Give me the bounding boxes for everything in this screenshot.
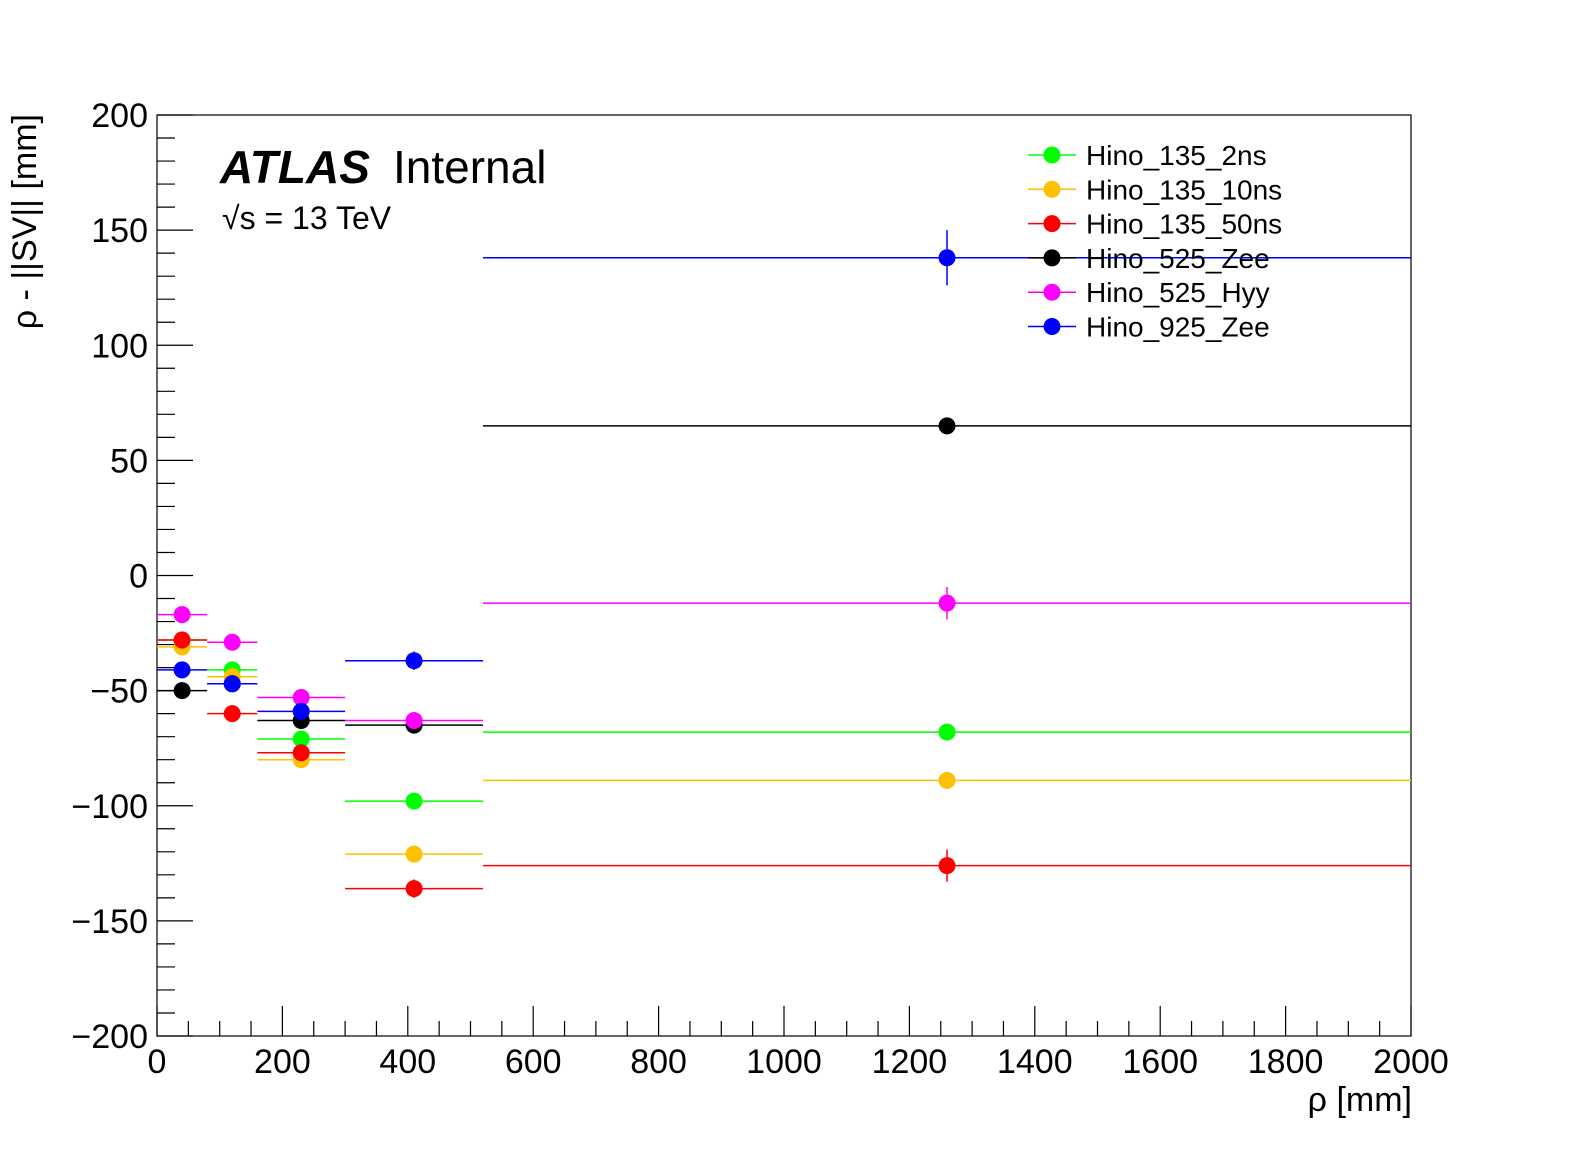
data-point — [405, 880, 423, 898]
data-point — [405, 652, 423, 670]
legend-label: Hino_925_Zee — [1086, 312, 1270, 343]
x-tick-label: 600 — [505, 1043, 562, 1081]
y-tick-label: −200 — [71, 1018, 148, 1056]
x-tick-label: 1800 — [1248, 1043, 1324, 1081]
legend-entry: Hino_925_Zee — [1028, 312, 1270, 343]
legend-marker — [1043, 215, 1061, 233]
legend-marker — [1043, 146, 1061, 164]
data-point — [938, 417, 956, 435]
series-Hino_925_Zee — [157, 230, 1411, 720]
y-tick-label: 0 — [129, 558, 148, 596]
data-point — [223, 705, 241, 723]
legend-label: Hino_135_50ns — [1086, 209, 1282, 240]
atlas-label: ATLAS — [219, 141, 370, 193]
axis-ticks — [156, 114, 1412, 1037]
data-point — [292, 702, 310, 720]
y-tick-label: −150 — [71, 903, 148, 941]
data-point — [223, 633, 241, 651]
legend-label: Hino_525_Hyy — [1086, 277, 1270, 308]
y-axis-title: ρ - ||SV|| [mm] — [6, 114, 44, 329]
data-point — [292, 744, 310, 762]
legend-label: Hino_525_Zee — [1086, 243, 1270, 274]
legend-entry: Hino_135_50ns — [1028, 209, 1282, 240]
y-tick-labels: 200 150 100 50 0 −50 −100 −150 −200 — [71, 97, 148, 1056]
data-point — [405, 845, 423, 863]
y-tick-label: 100 — [91, 327, 148, 365]
x-axis-title: ρ [mm] — [1308, 1081, 1412, 1119]
internal-label: Internal — [393, 141, 546, 193]
legend-entry: Hino_135_10ns — [1028, 174, 1282, 205]
series-Hino_135_50ns — [157, 631, 1411, 898]
energy-label: √s = 13 TeV — [222, 200, 392, 236]
legend-entry: Hino_525_Zee — [1028, 243, 1270, 274]
legend-label: Hino_135_2ns — [1086, 140, 1267, 171]
x-tick-label: 800 — [630, 1043, 687, 1081]
series-Hino_525_Hyy — [157, 587, 1411, 730]
data-point — [173, 682, 191, 700]
data-point — [938, 723, 956, 741]
y-tick-label: 200 — [91, 97, 148, 135]
data-point — [292, 689, 310, 707]
data-point — [292, 730, 310, 748]
y-tick-label: 150 — [91, 212, 148, 250]
legend-entry: Hino_135_2ns — [1028, 140, 1267, 171]
legend-marker — [1043, 318, 1061, 335]
legend-label: Hino_135_10ns — [1086, 174, 1282, 205]
x-tick-label: 200 — [254, 1043, 311, 1081]
x-tick-label: 1200 — [872, 1043, 948, 1081]
data-point — [173, 631, 191, 649]
x-tick-label: 0 — [148, 1043, 167, 1081]
data-point — [223, 675, 241, 693]
x-tick-label: 2000 — [1373, 1043, 1449, 1081]
data-point — [405, 792, 423, 810]
legend-marker — [1043, 180, 1061, 198]
data-point — [938, 857, 956, 875]
data-point — [173, 661, 191, 679]
y-tick-label: 50 — [110, 442, 148, 480]
data-point — [938, 771, 956, 789]
data-point — [938, 594, 956, 612]
data-point — [938, 249, 956, 267]
y-tick-label: −100 — [71, 788, 148, 826]
x-tick-label: 400 — [379, 1043, 436, 1081]
data-point — [173, 606, 191, 624]
y-tick-label: −50 — [90, 673, 148, 711]
legend-entry: Hino_525_Hyy — [1028, 277, 1270, 308]
x-tick-labels: 0 200 400 600 800 1000 1200 1400 1600 1800 2000 — [148, 1043, 1449, 1081]
data-point — [405, 712, 423, 730]
x-tick-label: 1400 — [997, 1043, 1073, 1081]
legend: Hino_135_2nsHino_135_10nsHino_135_50nsHi… — [1028, 140, 1282, 343]
legend-marker — [1043, 249, 1061, 267]
data-series — [157, 230, 1411, 898]
legend-marker — [1043, 283, 1061, 301]
x-tick-label: 1000 — [746, 1043, 822, 1081]
x-tick-label: 1600 — [1122, 1043, 1198, 1081]
